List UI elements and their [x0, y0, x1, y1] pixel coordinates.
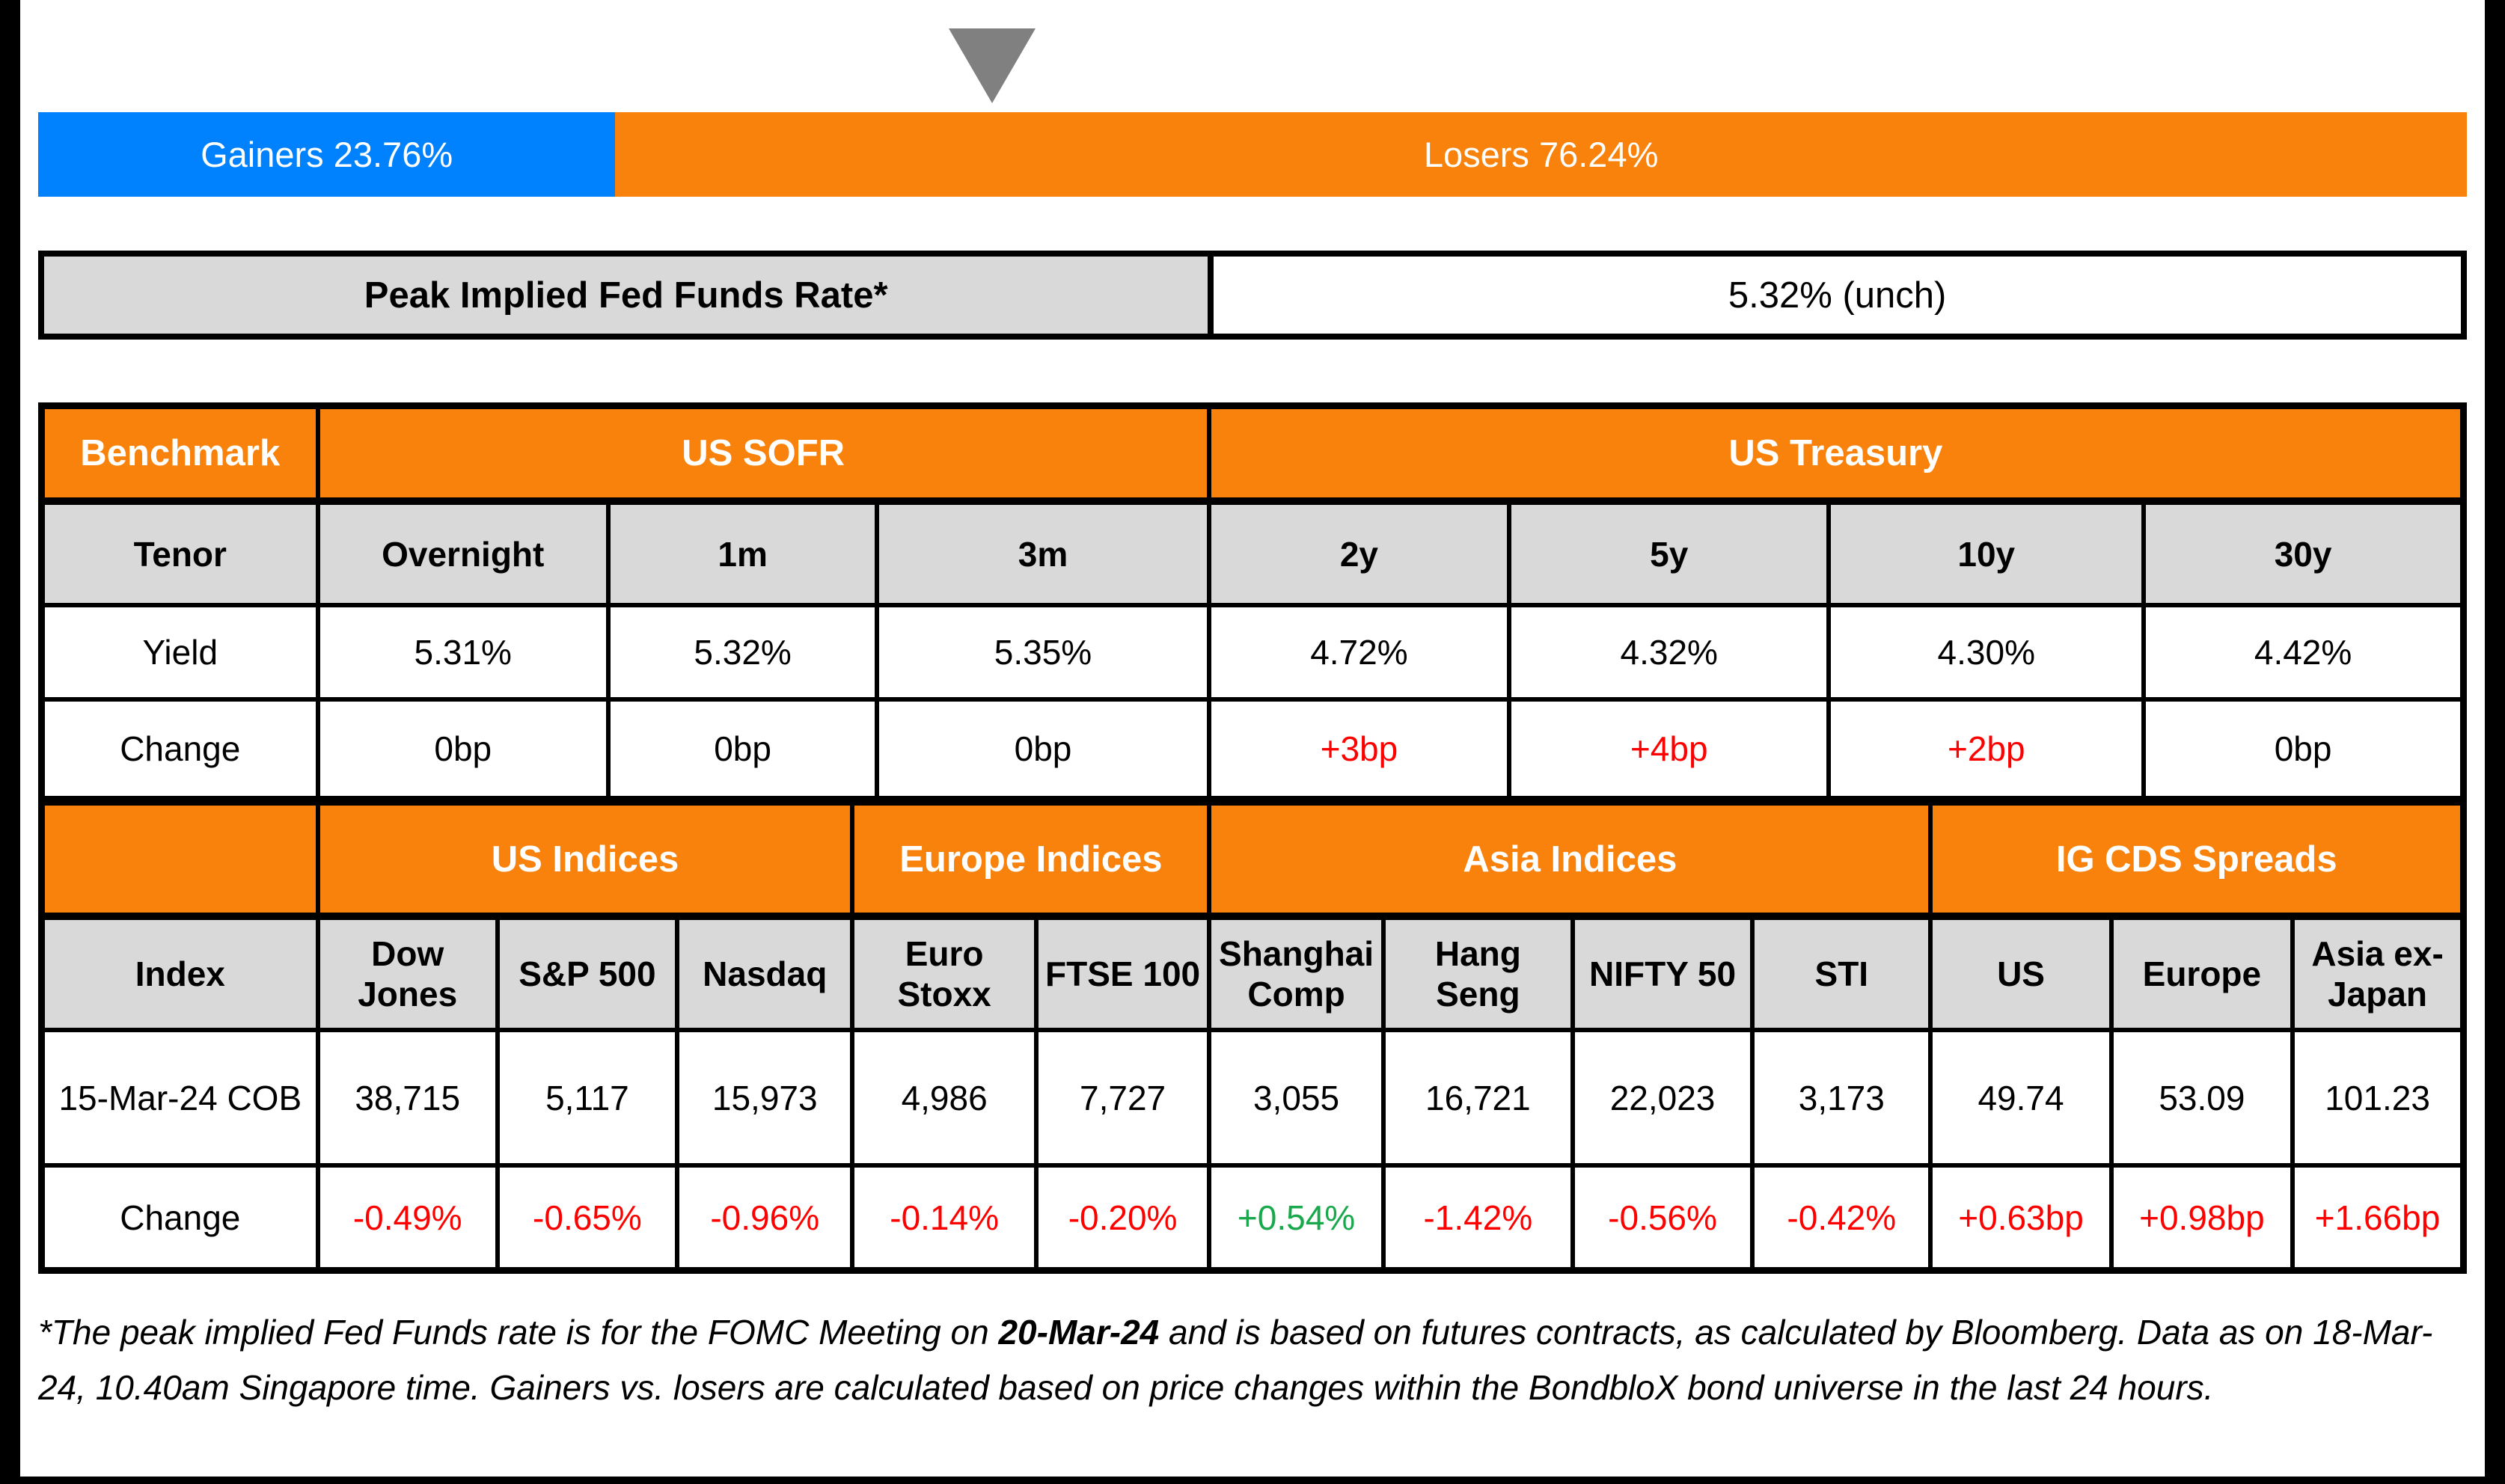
- index-name-cell: Hang Seng: [1380, 914, 1575, 1032]
- tenor-cell: 30y: [2141, 499, 2466, 607]
- close-value-cell: 3,173: [1750, 1028, 1933, 1168]
- us-treasury-header-cell: US Treasury: [1206, 403, 2466, 505]
- index-row-label: Index: [39, 914, 320, 1032]
- close-value-cell: 7,727: [1033, 1028, 1212, 1168]
- yield-cell: 4.42%: [2141, 603, 2466, 702]
- rates-group-header-row: Benchmark US SOFR US Treasury: [39, 403, 2466, 505]
- footnote-text-1: *The peak implied Fed Funds rate is for …: [38, 1313, 999, 1352]
- index-name-row: Index Dow Jones S&P 500 Nasdaq Euro Stox…: [39, 914, 2466, 1032]
- gainers-losers-bar: Gainers 23.76% Losers 76.24%: [38, 112, 2467, 197]
- index-change-cell: +1.66bp: [2290, 1163, 2466, 1273]
- ig-cds-spreads-header-cell: IG CDS Spreads: [1928, 800, 2466, 920]
- index-name-cell: Euro Stoxx: [850, 914, 1039, 1032]
- content-area: Gainers 23.76% Losers 76.24% Peak Implie…: [38, 0, 2467, 1477]
- close-value-cell: 4,986: [850, 1028, 1039, 1168]
- yield-cell: 5.32%: [605, 603, 880, 702]
- us-sofr-header-cell: US SOFR: [315, 403, 1211, 505]
- losers-label: Losers 76.24%: [1423, 135, 1659, 174]
- index-name-cell: S&P 500: [495, 914, 680, 1032]
- yield-cell: 4.30%: [1826, 603, 2147, 702]
- index-change-cell: -0.56%: [1570, 1163, 1755, 1273]
- index-change-cell: -0.96%: [675, 1163, 855, 1273]
- tenor-row: Tenor Overnight 1m 3m 2y 5y 10y 30y: [39, 499, 2466, 607]
- indices-corner-cell: [39, 800, 320, 920]
- close-value-cell: 15,973: [675, 1028, 855, 1168]
- close-value-cell: 5,117: [495, 1028, 680, 1168]
- indices-group-header-row: US Indices Europe Indices Asia Indices I…: [39, 800, 2466, 920]
- index-change-cell: -1.42%: [1380, 1163, 1575, 1273]
- tenor-row-label: Tenor: [39, 499, 320, 607]
- peak-fed-funds-strip: Peak Implied Fed Funds Rate* 5.32% (unch…: [38, 251, 2467, 340]
- index-name-cell: Europe: [2108, 914, 2296, 1032]
- indices-table: US Indices Europe Indices Asia Indices I…: [38, 799, 2467, 1274]
- peak-fed-funds-label: Peak Implied Fed Funds Rate*: [44, 257, 1214, 334]
- index-change-cell: +0.54%: [1207, 1163, 1386, 1273]
- peak-fed-funds-value: 5.32% (unch): [1214, 257, 2461, 334]
- rates-change-cell: 0bp: [875, 697, 1211, 802]
- index-name-cell: NIFTY 50: [1570, 914, 1755, 1032]
- tenor-cell: 3m: [875, 499, 1211, 607]
- rates-change-row: Change 0bp 0bp 0bp +3bp +4bp +2bp 0bp: [39, 697, 2466, 802]
- yield-cell: 5.35%: [875, 603, 1211, 702]
- rates-table: Benchmark US SOFR US Treasury Tenor Over…: [38, 402, 2467, 803]
- down-triangle-pointer-icon: [949, 28, 1036, 103]
- benchmark-header-cell: Benchmark: [39, 403, 320, 505]
- footnote-text-2: and is based on futures contracts, as ca…: [38, 1313, 2433, 1407]
- index-name-cell: Nasdaq: [675, 914, 855, 1032]
- rates-change-cell: 0bp: [2141, 697, 2466, 802]
- europe-indices-header-cell: Europe Indices: [850, 800, 1212, 920]
- close-values-row: 15-Mar-24 COB 38,715 5,117 15,973 4,986 …: [39, 1028, 2466, 1168]
- rates-change-cell: +2bp: [1826, 697, 2147, 802]
- rates-change-cell: +4bp: [1507, 697, 1832, 802]
- footnote: *The peak implied Fed Funds rate is for …: [38, 1305, 2462, 1415]
- rates-change-cell: 0bp: [315, 697, 611, 802]
- rates-change-cell: 0bp: [605, 697, 880, 802]
- index-change-cell: -0.42%: [1750, 1163, 1933, 1273]
- yield-row: Yield 5.31% 5.32% 5.35% 4.72% 4.32% 4.30…: [39, 603, 2466, 702]
- indices-change-row: Change -0.49% -0.65% -0.96% -0.14% -0.20…: [39, 1163, 2466, 1273]
- close-row-label: 15-Mar-24 COB: [39, 1028, 320, 1168]
- index-change-cell: -0.20%: [1033, 1163, 1212, 1273]
- index-change-cell: +0.98bp: [2108, 1163, 2296, 1273]
- yield-cell: 4.72%: [1206, 603, 1512, 702]
- close-value-cell: 16,721: [1380, 1028, 1575, 1168]
- gainers-label: Gainers 23.76%: [201, 135, 453, 174]
- close-value-cell: 38,715: [315, 1028, 500, 1168]
- index-name-cell: STI: [1750, 914, 1933, 1032]
- tenor-cell: 5y: [1507, 499, 1832, 607]
- tenor-cell: 10y: [1826, 499, 2147, 607]
- rates-change-cell: +3bp: [1206, 697, 1512, 802]
- losers-segment: Losers 76.24%: [615, 112, 2467, 197]
- yield-cell: 4.32%: [1507, 603, 1832, 702]
- index-name-cell: US: [1928, 914, 2114, 1032]
- close-value-cell: 3,055: [1207, 1028, 1386, 1168]
- tenor-cell: 2y: [1206, 499, 1512, 607]
- yield-cell: 5.31%: [315, 603, 611, 702]
- us-indices-header-cell: US Indices: [315, 800, 855, 920]
- close-value-cell: 22,023: [1570, 1028, 1755, 1168]
- close-value-cell: 101.23: [2290, 1028, 2466, 1168]
- index-name-cell: Dow Jones: [315, 914, 500, 1032]
- index-name-cell: FTSE 100: [1033, 914, 1212, 1032]
- index-name-cell: Shanghai Comp: [1207, 914, 1386, 1032]
- index-change-cell: -0.14%: [850, 1163, 1039, 1273]
- yield-row-label: Yield: [39, 603, 320, 702]
- index-change-cell: -0.65%: [495, 1163, 680, 1273]
- index-change-cell: +0.63bp: [1928, 1163, 2114, 1273]
- close-value-cell: 49.74: [1928, 1028, 2114, 1168]
- footnote-bold-date: 20-Mar-24: [998, 1313, 1160, 1352]
- index-change-cell: -0.49%: [315, 1163, 500, 1273]
- tenor-cell: Overnight: [315, 499, 611, 607]
- tenor-cell: 1m: [605, 499, 880, 607]
- indices-change-row-label: Change: [39, 1163, 320, 1273]
- close-value-cell: 53.09: [2108, 1028, 2296, 1168]
- asia-indices-header-cell: Asia Indices: [1207, 800, 1933, 920]
- gainers-segment: Gainers 23.76%: [38, 112, 616, 197]
- index-name-cell: Asia ex-Japan: [2290, 914, 2466, 1032]
- rates-change-row-label: Change: [39, 697, 320, 802]
